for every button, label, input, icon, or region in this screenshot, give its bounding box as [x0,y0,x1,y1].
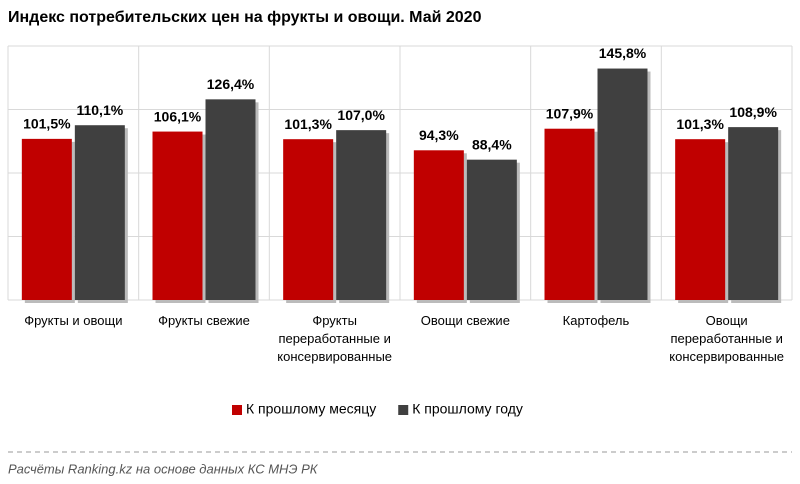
bar [205,99,256,300]
bar [74,125,125,300]
bar [21,138,72,300]
bar [413,150,464,300]
footnote: Расчёты Ranking.kz на основе данных КС М… [8,461,319,476]
bar [728,127,779,300]
value-label: 94,3% [419,127,459,143]
x-tick-label: Фрукты свежие [158,313,250,328]
legend-label: К прошлому году [412,401,523,417]
value-label: 107,9% [546,105,594,121]
bar [336,130,387,300]
value-label: 101,3% [676,116,724,132]
value-label: 108,9% [729,104,777,120]
legend-swatch [398,405,409,415]
x-tick-label: Овощи свежие [420,313,510,328]
value-label: 101,5% [23,116,71,132]
bar [597,68,648,300]
bar [283,139,334,300]
value-label: 110,1% [76,102,123,118]
bar [152,131,203,300]
x-tick-label: Фрукты и овощи [24,313,123,328]
bar [466,159,517,300]
bar [675,139,726,300]
bar [544,128,595,300]
value-label: 145,8% [599,45,647,61]
x-tick-label: Картофель [562,313,630,328]
value-label: 106,1% [154,108,202,124]
x-tick-label: Фрукты переработанные и консервированные [277,313,393,364]
value-label: 126,4% [207,76,255,92]
value-label: 88,4% [472,136,512,152]
legend-swatch [232,405,242,415]
x-tick-label: Овощи переработанные и консервированные [669,313,785,364]
value-label: 101,3% [284,116,332,132]
value-label: 107,0% [337,107,385,123]
chart-title: Индекс потребительских цен на фрукты и о… [8,9,482,26]
legend-label: К прошлому месяцу [246,401,376,417]
